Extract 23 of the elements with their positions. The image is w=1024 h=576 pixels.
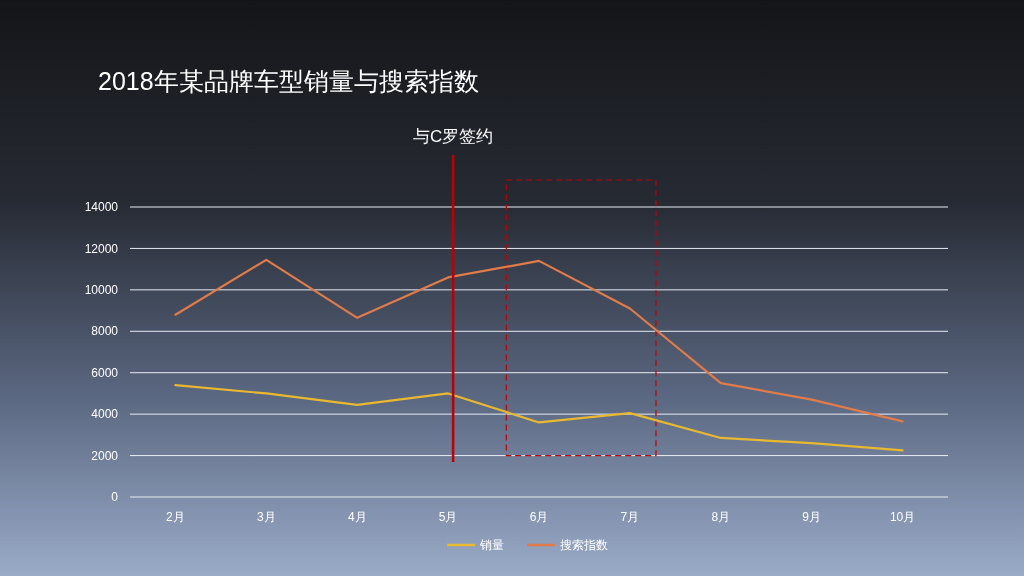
y-tick-label: 6000 — [91, 365, 119, 380]
y-tick-label: 0 — [111, 490, 119, 505]
y-tick-label: 2000 — [91, 448, 119, 463]
line-series — [174, 384, 904, 452]
x-tick-label: 9月 — [802, 510, 822, 524]
legend-label: 销量 — [479, 538, 504, 553]
x-tick-label: 3月 — [256, 510, 276, 524]
y-tick-label: 12000 — [84, 241, 119, 256]
legend-label: 搜索指数 — [560, 538, 608, 553]
y-tick-label: 14000 — [84, 200, 119, 215]
ref-line-label: 与C罗签约 — [412, 127, 494, 146]
x-tick-label: 4月 — [347, 510, 367, 524]
x-tick-label: 8月 — [711, 510, 731, 524]
line-series — [174, 258, 904, 423]
chart-title: 2018年某品牌车型销量与搜索指数 — [98, 67, 479, 95]
y-tick-label: 8000 — [91, 324, 119, 339]
x-tick-label: 7月 — [620, 510, 640, 524]
x-tick-label: 2月 — [166, 510, 185, 524]
x-tick-label: 10月 — [889, 510, 916, 524]
y-tick-label: 10000 — [84, 283, 119, 298]
x-tick-label: 5月 — [438, 510, 458, 524]
x-tick-label: 6月 — [529, 510, 549, 524]
y-tick-label: 4000 — [91, 407, 119, 422]
